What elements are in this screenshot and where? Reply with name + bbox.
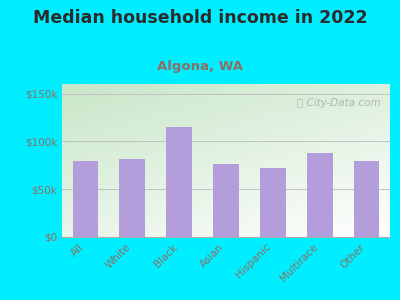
Bar — [72, 160, 98, 237]
Text: Algona, WA: Algona, WA — [157, 60, 243, 73]
Bar — [260, 168, 286, 237]
Bar — [213, 164, 239, 237]
Bar — [307, 153, 332, 237]
Bar — [354, 161, 380, 237]
Bar — [166, 127, 192, 237]
Text: Median household income in 2022: Median household income in 2022 — [33, 9, 367, 27]
Bar — [120, 159, 145, 237]
Text: ⓘ City-Data.com: ⓘ City-Data.com — [296, 98, 380, 108]
